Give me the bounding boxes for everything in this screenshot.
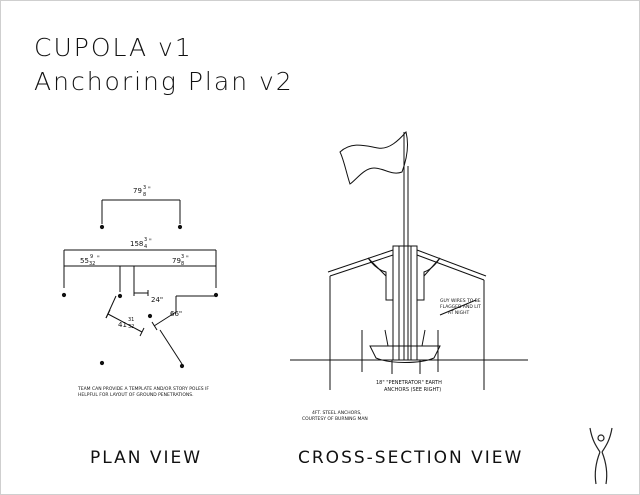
dim-41: 41 31 32 [105, 295, 153, 337]
dim-66-label: 66" [170, 310, 182, 318]
plan-view-label: PLAN VIEW [90, 448, 203, 468]
steel-note-line1: 4FT. STEEL ANCHORS, [312, 410, 362, 416]
dim-top-den: 8 [143, 192, 146, 198]
drawing-title-line2: Anchoring Plan v2 [34, 67, 294, 96]
dim-overall: 158 3 4 " [61, 237, 219, 298]
dim-overall-den: 4 [144, 244, 147, 250]
dim-left-num: 9 [90, 254, 93, 260]
dim-24: 24" [133, 290, 215, 312]
figure-logo-icon [589, 427, 613, 485]
dim-left-whole: 55 [80, 257, 89, 265]
canopy-right [416, 249, 487, 301]
dim-41-num: 31 [128, 317, 134, 323]
dim-66: 66" [151, 310, 185, 369]
dim-top-whole: 79 [133, 187, 142, 195]
canopy-left [327, 249, 394, 301]
dim-right-num: 3 [181, 254, 184, 260]
anchor-point [99, 360, 105, 366]
base-dish [369, 345, 441, 363]
dim-top-mark: " [148, 186, 151, 193]
guy-note-line1: GUY WIRES TO BE [440, 298, 481, 304]
drawing-title-line1: CUPOLA v1 [34, 33, 193, 62]
flag-icon [339, 130, 408, 185]
cross-section-view: GUY WIRES TO BE FLAGGED AND LIT AT NIGHT… [290, 130, 528, 422]
dim-left-den: 32 [89, 261, 95, 267]
anchor-note-line1: 18" "PENETRATOR" EARTH [376, 380, 442, 386]
dim-right-den: 8 [181, 261, 184, 267]
anchor-note-line2: ANCHORS (SEE RIGHT) [384, 387, 441, 393]
dim-overall-num: 3 [144, 237, 147, 243]
steel-note-line2: COURTESY OF BURNING MAN [302, 416, 368, 422]
dim-inner: 55 9 32 " 79 3 8 " [64, 254, 216, 299]
plan-view: 79 3 8 " 158 3 4 " [61, 185, 219, 398]
dim-top: 79 3 8 " [99, 185, 183, 230]
dim-41-den: 32 [128, 324, 134, 330]
plan-note-line2: HELPFUL FOR LAYOUT OF GROUND PENETRATION… [78, 392, 194, 398]
dim-overall-mark: " [149, 238, 152, 245]
dim-24-label: 24" [151, 296, 163, 304]
dim-overall-whole: 158 [130, 240, 143, 248]
plan-note-line1: TEAM CAN PROVIDE A TEMPLATE AND/OR STORY… [77, 386, 209, 392]
cross-section-view-label: CROSS-SECTION VIEW [298, 448, 524, 468]
dim-top-num: 3 [143, 185, 146, 191]
dim-left-mark: " [97, 255, 100, 262]
guy-note-line2: FLAGGED AND LIT [440, 304, 481, 310]
dim-right-whole: 79 [172, 257, 181, 265]
dim-right-mark: " [186, 255, 189, 262]
dim-41-whole: 41 [118, 321, 127, 329]
guy-note-line3: AT NIGHT [448, 310, 469, 316]
central-post [392, 245, 418, 361]
